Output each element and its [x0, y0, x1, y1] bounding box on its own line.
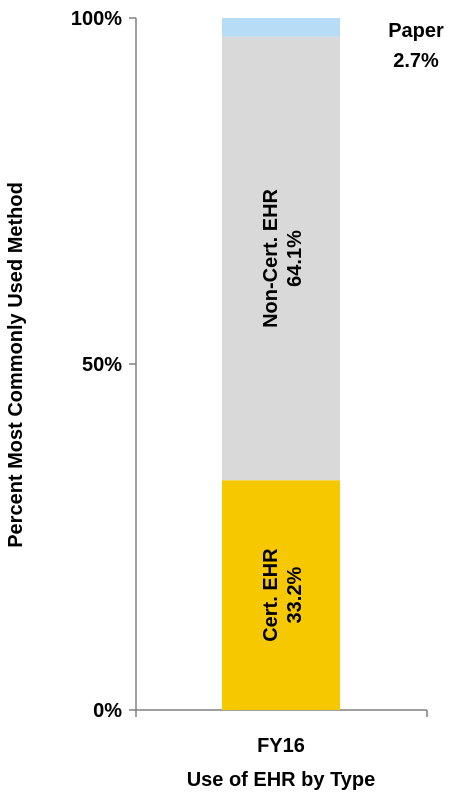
bar-segment-non-cert-ehr: [222, 36, 340, 481]
segment-value-cert-ehr: 33.2%: [284, 567, 306, 624]
segment-name-paper: Paper: [388, 20, 444, 42]
bar-segment-cert-ehr: [222, 480, 340, 710]
segment-label-non-cert-ehr: Non-Cert. EHR 64.1%: [260, 188, 306, 327]
segment-name-cert-ehr: Cert. EHR: [260, 548, 282, 642]
y-tick-label: 100%: [71, 8, 122, 30]
segment-name-non-cert-ehr: Non-Cert. EHR: [260, 188, 282, 327]
y-tick-label: 50%: [82, 354, 122, 376]
x-axis-title: Use of EHR by Type: [187, 769, 376, 791]
segment-value-non-cert-ehr: 64.1%: [284, 230, 306, 287]
y-tick-label: 0%: [93, 700, 122, 722]
bar-segment-paper: [222, 18, 340, 37]
bar-segments: [222, 18, 340, 710]
x-category-label: FY16: [257, 735, 305, 757]
y-axis-title: Percent Most Commonly Used Method: [5, 182, 27, 548]
segment-labels: Cert. EHR 33.2% Non-Cert. EHR 64.1% Paper 2.7…: [260, 20, 444, 642]
segment-label-cert-ehr: Cert. EHR 33.2%: [260, 548, 306, 642]
y-axis-ticks: 0% 50% 100%: [71, 8, 136, 722]
segment-value-paper: 2.7%: [393, 50, 439, 72]
